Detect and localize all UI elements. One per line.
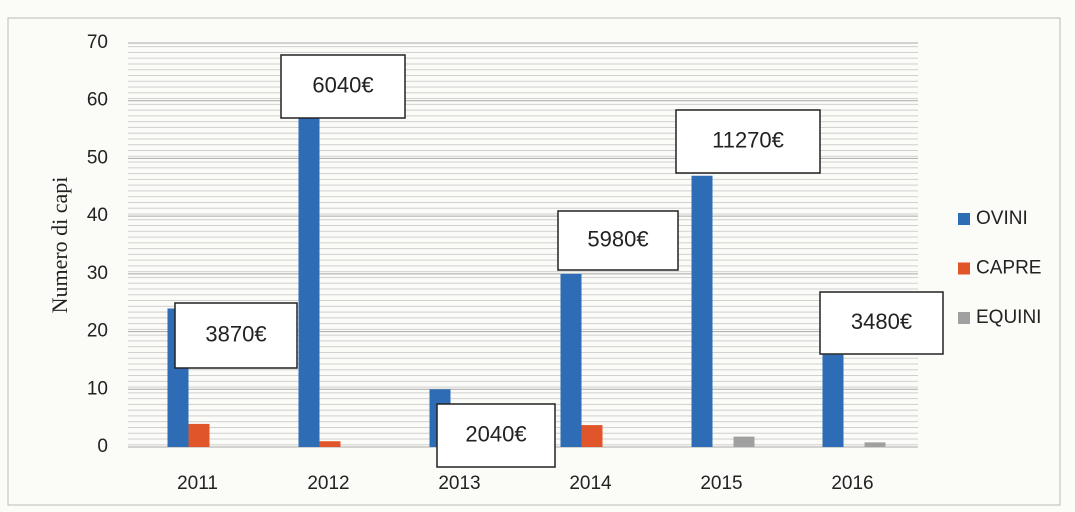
y-axis-label: Numero di capi [47,177,72,314]
bar [581,425,603,447]
annotation-box [436,403,556,468]
y-tick-label: 10 [87,378,108,399]
annotation: 6040€ [312,72,373,97]
x-tick-label: 2015 [700,473,742,494]
annotation: 11270€ [712,127,784,152]
legend-swatch [958,213,970,225]
annotation-box [174,302,298,369]
bar [560,273,582,447]
bar [691,175,713,447]
bar [319,441,341,447]
y-tick-label: 60 [87,90,108,111]
legend-label: OVINI [976,208,1028,229]
annotation: 5980€ [587,226,648,251]
y-tick-label: 50 [87,147,108,168]
bar [864,442,886,447]
annotation: 3480€ [851,309,912,334]
bar [188,423,210,447]
annotation-box [675,109,821,174]
legend-swatch [958,262,970,275]
annotation: 2040€ [465,421,526,446]
legend-swatch [958,312,970,324]
y-tick-label: 30 [87,263,108,284]
x-tick-label: 2016 [831,473,873,494]
legend-label: EQUINI [976,307,1041,328]
y-tick-label: 40 [87,205,108,226]
y-tick-label: 0 [97,436,108,457]
bar [822,354,844,447]
x-tick-label: 2012 [307,473,349,494]
annotation-box [280,54,406,119]
bar [733,436,755,447]
annotation-box [557,210,679,271]
legend-label: CAPRE [976,258,1041,279]
x-tick-label: 2011 [177,473,218,494]
x-tick-label: 2014 [569,473,612,494]
plot-area [128,43,918,447]
annotation: 3870€ [205,321,266,346]
y-tick-label: 70 [87,32,108,53]
bar [298,118,320,448]
annotation-box [819,291,944,355]
y-tick-label: 20 [87,321,108,342]
x-tick-label: 2013 [438,473,480,494]
